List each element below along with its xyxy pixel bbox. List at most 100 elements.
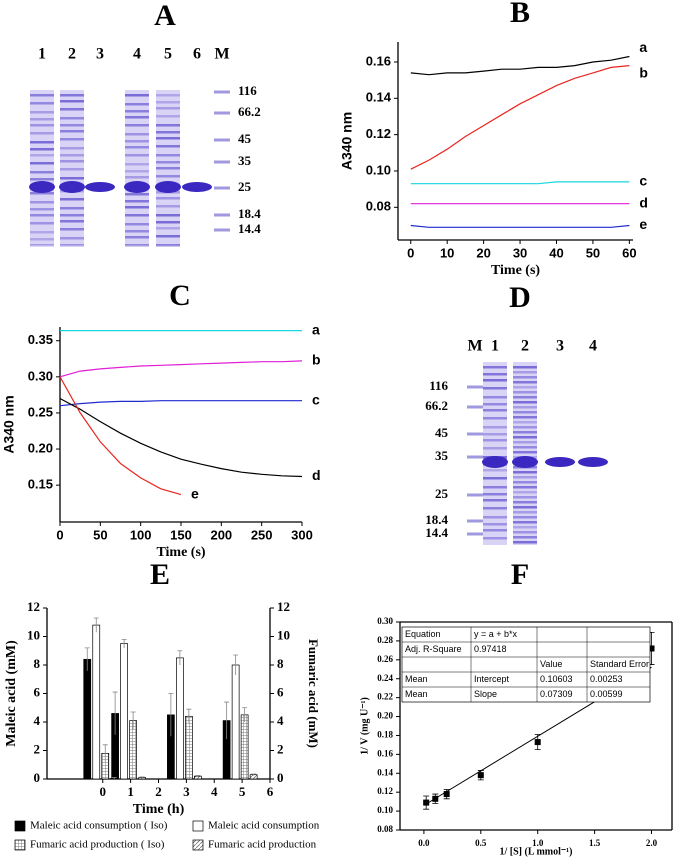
- y-tick-label: 0.16: [366, 53, 391, 68]
- marker-band: [214, 160, 230, 164]
- lane-band: [156, 221, 180, 224]
- lane-band: [125, 154, 149, 157]
- lane-band: [60, 108, 84, 111]
- x-tick-label: 100: [130, 527, 152, 542]
- series-label: c: [639, 173, 647, 189]
- table-cell: Value: [540, 659, 562, 669]
- x-axis-label: Time (s): [156, 545, 205, 560]
- lane-band: [30, 111, 54, 114]
- table-cell: Adj. R-Square: [405, 644, 462, 654]
- error-bar: [233, 654, 239, 675]
- y-tick-label: 0.35: [28, 332, 53, 347]
- y2-tick-label: 8: [277, 656, 284, 671]
- y2-tick-label: 12: [277, 599, 290, 614]
- lane-band: [156, 101, 180, 104]
- lane-band: [483, 529, 507, 532]
- main-band: [155, 181, 181, 193]
- lane-band: [513, 421, 537, 424]
- x-tick-label: 4: [211, 784, 218, 799]
- legend-swatch: [192, 839, 204, 851]
- marker-label: 14.4: [425, 525, 448, 540]
- y-tick-label: 0.30: [28, 368, 53, 383]
- lane-band: [30, 102, 54, 105]
- lane-band: [125, 200, 149, 203]
- lane-band: [60, 220, 84, 223]
- table-cell: Intercept: [474, 674, 510, 684]
- lane-band: [30, 171, 54, 174]
- x-tick-label: 0.5: [475, 838, 487, 848]
- y-tick-label: 0.08: [366, 199, 391, 214]
- data-point: [648, 645, 655, 652]
- lane-smear: [483, 362, 507, 545]
- marker-label: 35: [238, 153, 252, 168]
- table-cell: Standard Error: [590, 659, 649, 669]
- lane-band: [156, 115, 180, 118]
- legend-swatch: [14, 820, 26, 832]
- lane-band: [60, 177, 84, 180]
- lane-band: [513, 411, 537, 414]
- table-cell: Mean: [405, 674, 428, 684]
- y2-tick-label: 6: [277, 684, 284, 699]
- x-tick-label: 250: [251, 527, 273, 542]
- series-label: c: [312, 391, 320, 407]
- bar: [185, 715, 193, 780]
- lane-band: [513, 491, 537, 494]
- lane-band: [60, 228, 84, 231]
- lane-band: [483, 403, 507, 406]
- lane-smear: [60, 90, 84, 245]
- series-line: [410, 65, 630, 170]
- lane-band: [156, 175, 180, 178]
- y-tick-label: 0.12: [377, 786, 393, 796]
- error-bar: [242, 707, 248, 722]
- table-cell: Mean: [405, 689, 428, 699]
- lane-band: [125, 124, 149, 127]
- marker-label: 18.4: [425, 512, 448, 527]
- lane-band: [30, 244, 54, 247]
- lane-label: M: [214, 46, 229, 63]
- x-axis-label: 1/ [S] (L mmol⁻¹): [500, 846, 573, 857]
- series-line: [59, 397, 303, 478]
- table-cell: 0.00599: [590, 689, 623, 699]
- lane-band: [513, 536, 537, 539]
- lane-label: 2: [68, 46, 76, 63]
- y-axis-label: A340 nm: [339, 112, 355, 170]
- lane-band: [513, 496, 537, 499]
- y-tick-label: 0.20: [377, 711, 393, 721]
- bar: [176, 657, 184, 780]
- lane-band: [483, 523, 507, 526]
- lane-band: [513, 406, 537, 409]
- panel-title: F: [511, 558, 529, 591]
- lane-band: [513, 486, 537, 489]
- marker-band: [467, 405, 483, 409]
- lane-band: [483, 387, 507, 390]
- x-tick-label: 50: [586, 245, 600, 260]
- marker-label: 35: [435, 448, 449, 463]
- legend-swatch: [192, 820, 204, 832]
- y-axis-label: 1/ V (mg U⁻¹): [359, 697, 370, 755]
- marker-label: 25: [238, 179, 252, 194]
- error-bar: [102, 744, 108, 762]
- lane-band: [483, 516, 507, 519]
- lane-band: [30, 141, 54, 144]
- series-label: b: [639, 64, 648, 80]
- lane-band: [483, 366, 507, 369]
- lane-band: [60, 147, 84, 150]
- bar: [120, 643, 128, 780]
- series-label: b: [312, 352, 321, 368]
- lane-band: [513, 386, 537, 389]
- lane-band: [156, 235, 180, 238]
- marker-label: 45: [238, 131, 252, 146]
- lane-band: [513, 441, 537, 444]
- lane-band: [125, 214, 149, 217]
- lane-band: [156, 124, 180, 127]
- purified-band: [545, 457, 575, 467]
- marker-band: [467, 432, 483, 436]
- bar: [129, 720, 137, 780]
- x-tick-label: 300: [291, 527, 313, 542]
- lane-band: [125, 133, 149, 136]
- marker-label: 25: [435, 486, 449, 501]
- x-tick-label: 50: [93, 527, 107, 542]
- lane-band: [513, 376, 537, 379]
- x-tick-label: 200: [210, 527, 232, 542]
- lane-band: [513, 481, 537, 484]
